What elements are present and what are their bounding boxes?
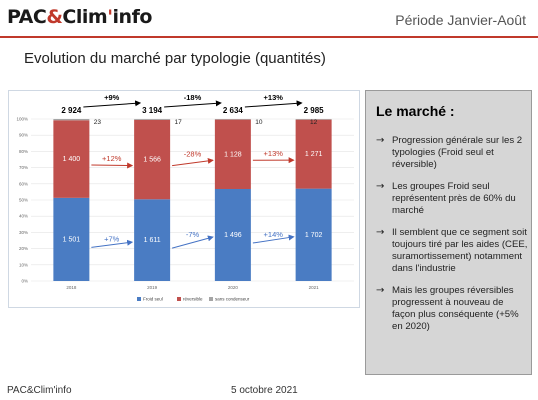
- value-label-froid: 1 496: [224, 232, 242, 239]
- value-label-sans-condenseur: 23: [94, 119, 102, 126]
- y-tick-label: 70%: [19, 165, 28, 170]
- value-label-sans-condenseur: 17: [175, 119, 183, 126]
- chart-svg: 0% 10% 20% 30% 40% 50% 60% 70% 80% 90% 100% 1 501 1 …: [16, 93, 354, 302]
- total-change-arrow: [164, 100, 222, 108]
- market-panel: Le marché : → Progression générale sur le…: [365, 90, 532, 375]
- y-tick-label: 40%: [19, 214, 28, 219]
- value-label-sans-condenseur: 10: [255, 119, 263, 126]
- x-tick-label: 2021: [309, 285, 320, 290]
- reversible-change-label: +12%: [102, 154, 122, 163]
- y-tick-label: 10%: [19, 262, 28, 267]
- total-change-arrow: [244, 100, 303, 108]
- panel-list: → Progression générale sur les 2 typologi…: [372, 135, 528, 343]
- panel-item: → Mais les groupes réversibles progressen…: [376, 285, 519, 332]
- y-tick-label: 90%: [19, 133, 28, 138]
- legend-label: Froid seul: [143, 297, 163, 302]
- bar-froid-seul: [134, 199, 171, 281]
- bar-reversible: [134, 119, 171, 200]
- arrow-right-icon: →: [376, 285, 385, 296]
- bar-reversible: [214, 119, 251, 189]
- froid-change-label: -7%: [186, 230, 200, 239]
- total-label: 3 194: [142, 106, 163, 115]
- reversible-change-arrow: [172, 157, 214, 167]
- footer-date: 5 octobre 2021: [231, 385, 298, 396]
- header-divider: [0, 36, 538, 38]
- y-tick-label: 50%: [19, 198, 28, 203]
- legend-swatch: [209, 297, 213, 301]
- arrow-right-icon: →: [376, 227, 385, 238]
- panel-item: → Il semblent que ce segment soit toujour…: [376, 227, 528, 274]
- bar-sans-condenseur: [295, 119, 332, 120]
- value-label-froid: 1 611: [144, 237, 161, 244]
- logo: PAC&Clim'info: [7, 6, 152, 28]
- x-tick-label: 2020: [228, 285, 239, 290]
- value-label-reversible: 1 271: [305, 151, 323, 158]
- bar-sans-condenseur: [214, 119, 251, 120]
- bar-reversible: [295, 119, 332, 189]
- value-label-froid: 1 501: [63, 236, 81, 243]
- froid-change-label: +7%: [104, 234, 120, 243]
- bar-reversible: [53, 120, 90, 198]
- total-label: 2 634: [223, 106, 244, 115]
- y-tick-label: 100%: [16, 117, 28, 122]
- stacked-bar-chart: 0% 10% 20% 30% 40% 50% 60% 70% 80% 90% 100% 1 501 1 …: [8, 90, 360, 308]
- y-tick-label: 30%: [19, 230, 28, 235]
- legend-swatch: [177, 297, 181, 301]
- froid-change-arrow: [91, 239, 134, 248]
- footer-brand: PAC&Clim'info: [7, 385, 72, 396]
- total-label: 2 985: [304, 106, 325, 115]
- total-change-label: +9%: [104, 93, 120, 102]
- arrow-right-icon: →: [376, 181, 385, 192]
- value-label-sans-condenseur: 12: [310, 119, 318, 126]
- froid-change-arrow: [252, 234, 295, 244]
- bar-sans-condenseur: [134, 119, 171, 120]
- froid-change-label: +14%: [264, 230, 284, 239]
- reversible-change-label: -28%: [184, 149, 202, 158]
- arrow-right-icon: →: [376, 135, 385, 146]
- legend-label: réversible: [183, 297, 203, 302]
- slide-title: Evolution du marché par typologie (quant…: [24, 50, 326, 67]
- reversible-change-arrow: [91, 162, 134, 169]
- x-tick-label: 2018: [66, 285, 77, 290]
- value-label-reversible: 1 566: [143, 157, 161, 164]
- total-change-label: -18%: [184, 93, 202, 102]
- y-tick-label: 80%: [19, 149, 28, 154]
- value-label-froid: 1 702: [305, 232, 323, 239]
- panel-title: Le marché :: [376, 103, 455, 119]
- bar-froid-seul: [214, 188, 251, 281]
- total-change-arrow: [83, 100, 142, 108]
- reversible-change-label: +13%: [264, 149, 284, 158]
- y-tick-label: 20%: [19, 246, 28, 251]
- froid-change-arrow: [171, 235, 214, 249]
- y-tick-label: 0%: [21, 279, 28, 284]
- x-tick-label: 2019: [147, 285, 158, 290]
- value-label-reversible: 1 128: [224, 151, 242, 158]
- bar-froid-seul: [295, 188, 332, 281]
- total-label: 2 924: [61, 106, 82, 115]
- legend-label: sans condenseur: [215, 297, 250, 302]
- y-tick-label: 60%: [19, 181, 28, 186]
- panel-item: → Progression générale sur les 2 typologi…: [376, 135, 523, 170]
- bar-froid-seul: [53, 197, 90, 281]
- period-label: Période Janvier-Août: [395, 12, 526, 28]
- panel-item: → Les groupes Froid seul représentent prè…: [376, 181, 516, 216]
- legend-swatch: [137, 297, 141, 301]
- value-label-reversible: 1 400: [63, 156, 81, 163]
- bar-sans-condenseur: [53, 119, 90, 121]
- total-change-label: +13%: [264, 93, 284, 102]
